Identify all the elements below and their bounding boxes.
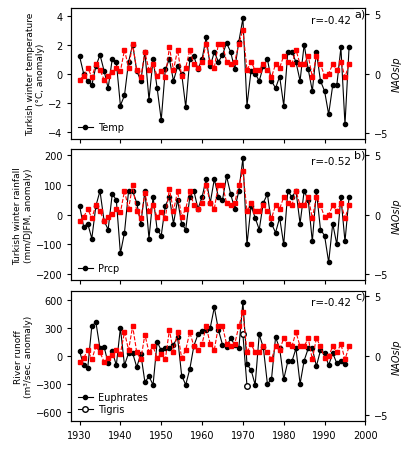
Y-axis label: Turkish winter temperature
(°C, anomaly): Turkish winter temperature (°C, anomaly) <box>26 13 45 136</box>
Y-axis label: Turkish winter rainfall
(mm/DJFM, anomaly): Turkish winter rainfall (mm/DJFM, anomal… <box>13 167 33 264</box>
Y-axis label: NAOslp: NAOslp <box>391 56 402 92</box>
Legend: Temp: Temp <box>76 121 126 135</box>
Line: Tigris: Tigris <box>240 332 250 389</box>
Euphrates <box>281 376 286 382</box>
Text: r=-0.42: r=-0.42 <box>311 16 351 26</box>
Euphrates <box>200 328 205 334</box>
Euphrates <box>138 351 143 357</box>
Text: r=-0.52: r=-0.52 <box>311 156 351 167</box>
Text: r=-0.42: r=-0.42 <box>311 297 351 307</box>
Legend: Euphrates, Tigris: Euphrates, Tigris <box>76 391 150 417</box>
Text: b): b) <box>354 150 365 160</box>
Euphrates <box>330 350 335 356</box>
Text: c): c) <box>355 291 365 301</box>
Text: a): a) <box>354 9 365 19</box>
Legend: Prcp: Prcp <box>76 262 121 275</box>
Euphrates <box>77 349 82 354</box>
Y-axis label: NAOslp: NAOslp <box>391 338 402 374</box>
Euphrates <box>118 325 123 331</box>
Y-axis label: River runoff
(m³/sec, anomaly): River runoff (m³/sec, anomaly) <box>14 315 33 397</box>
Euphrates <box>187 366 192 372</box>
Line: Euphrates: Euphrates <box>77 300 347 387</box>
Y-axis label: NAOslp: NAOslp <box>391 198 402 233</box>
